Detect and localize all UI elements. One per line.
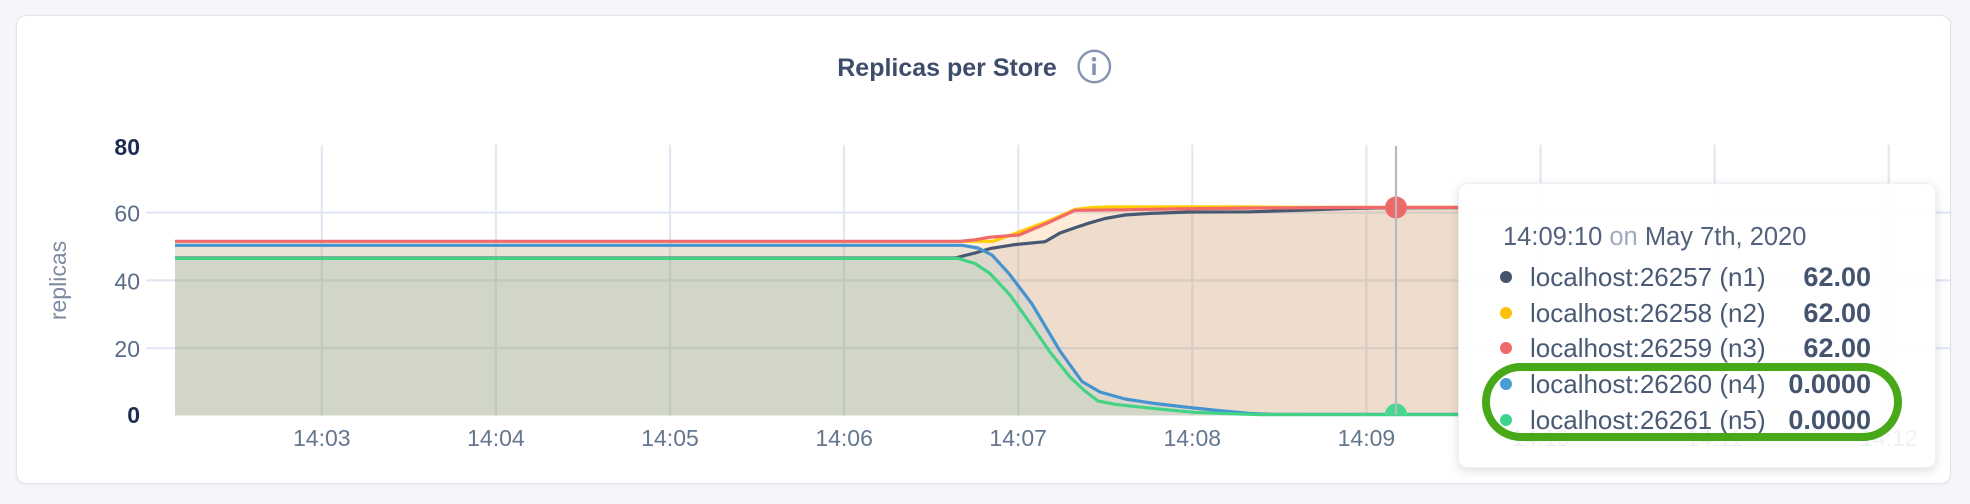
svg-text:0: 0 (127, 402, 140, 428)
svg-text:40: 40 (114, 268, 140, 294)
svg-text:60: 60 (114, 201, 140, 227)
svg-text:14:05: 14:05 (641, 425, 699, 451)
svg-text:14:08: 14:08 (1164, 425, 1222, 451)
svg-text:14:07: 14:07 (989, 425, 1047, 451)
svg-text:14:04: 14:04 (467, 425, 525, 451)
svg-text:14:03: 14:03 (293, 425, 351, 451)
svg-text:14:06: 14:06 (815, 425, 873, 451)
svg-text:14:09: 14:09 (1338, 425, 1396, 451)
svg-text:replicas: replicas (45, 241, 71, 320)
svg-text:80: 80 (114, 134, 140, 160)
svg-text:20: 20 (114, 336, 140, 362)
svg-text:Replicas per Store: Replicas per Store (837, 54, 1057, 82)
